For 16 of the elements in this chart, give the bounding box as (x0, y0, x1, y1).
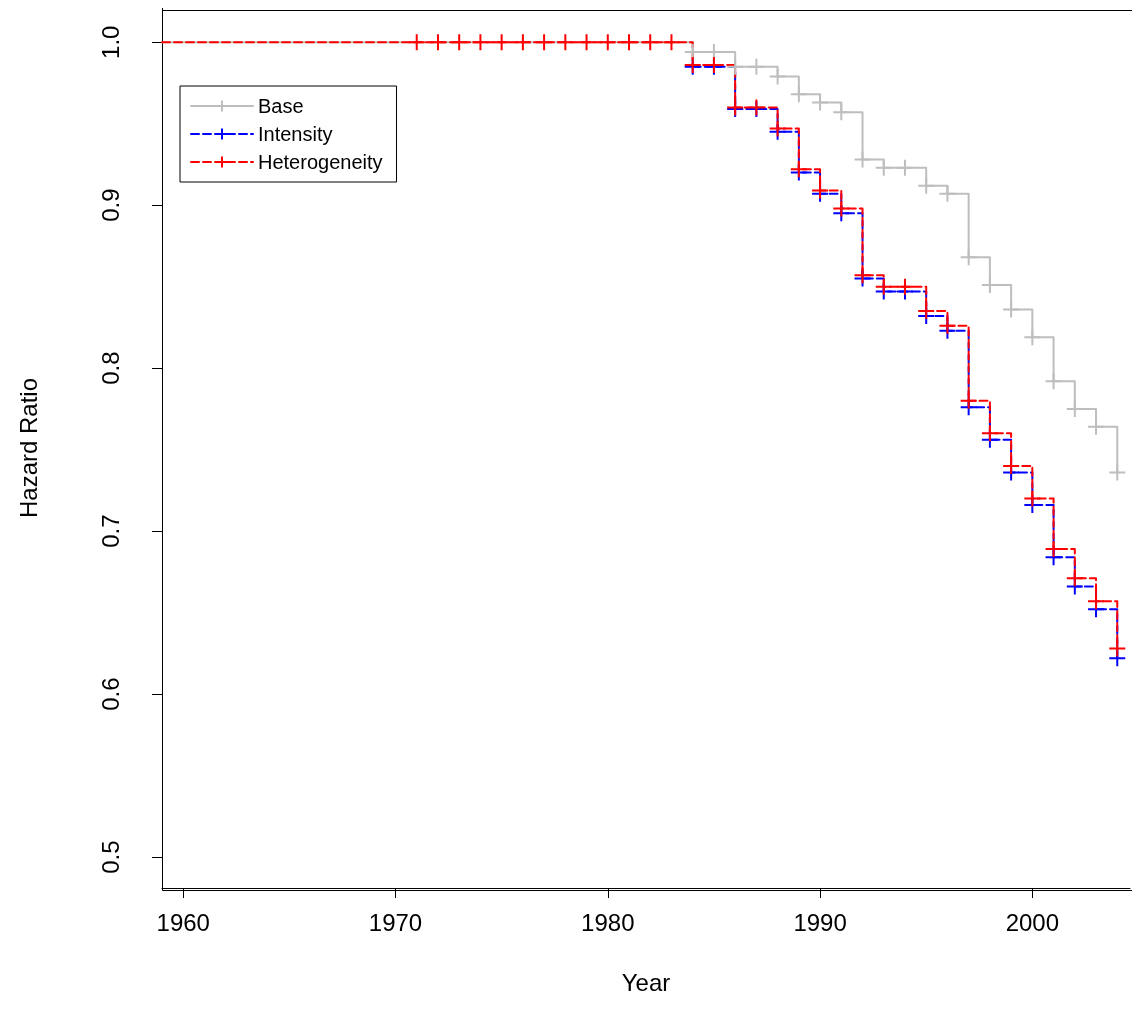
y-tick-label: 0.9 (96, 188, 124, 222)
x-axis-title: Year (621, 968, 671, 996)
x-tick-label: 1970 (368, 908, 423, 936)
legend-label: Base (258, 95, 304, 117)
x-tick-label: 2000 (1005, 908, 1060, 936)
y-tick-label: 0.7 (96, 514, 124, 548)
y-tick-label: 0.6 (96, 677, 124, 711)
y-tick-label: 0.5 (96, 840, 124, 874)
y-tick-label: 0.8 (96, 351, 124, 385)
y-axis-title: Hazard Ratio (14, 377, 42, 519)
x-tick-label: 1960 (156, 908, 210, 936)
x-tick-label: 1990 (793, 908, 847, 936)
x-tick-label: 1980 (581, 908, 635, 936)
legend-label: Heterogeneity (258, 151, 383, 173)
legend-label: Intensity (258, 123, 333, 145)
y-tick-label: 1.0 (96, 25, 124, 59)
